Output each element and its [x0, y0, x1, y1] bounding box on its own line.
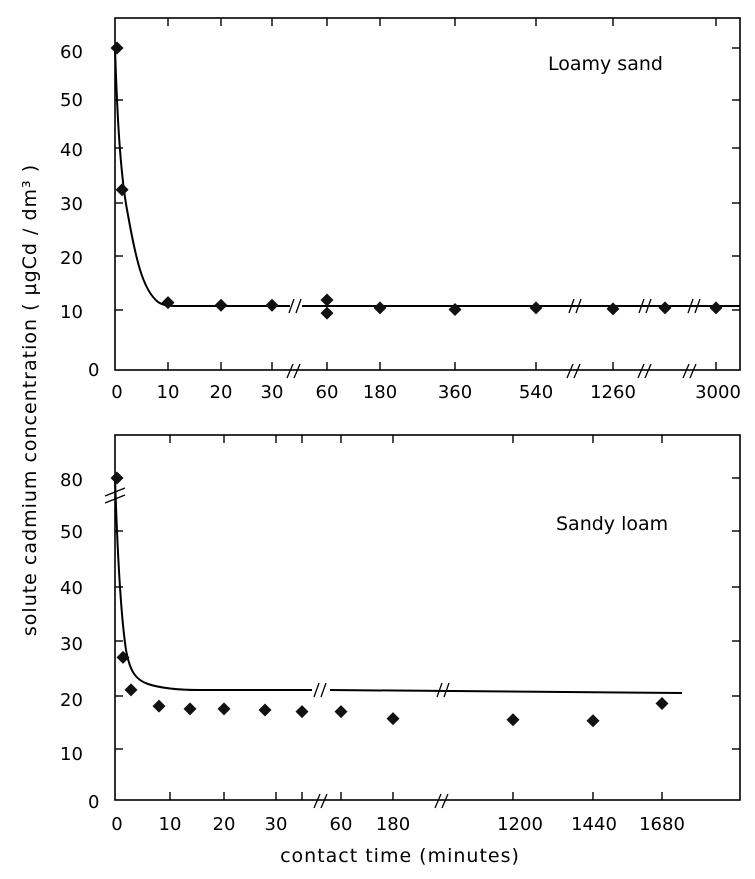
data-point-marker [655, 696, 669, 710]
y-tick-label: 40 [60, 140, 83, 161]
plot-frame-bottom [114, 434, 741, 801]
y-tick-label: 30 [60, 194, 83, 215]
data-point-marker [217, 702, 231, 716]
data-point-marker [586, 714, 600, 728]
y-tick-label: 80 [60, 470, 83, 491]
x-tick-label: 180 [363, 382, 397, 403]
curve-breaks-top [288, 298, 701, 314]
data-point-marker [124, 683, 138, 697]
data-markers-bottom [110, 471, 669, 728]
data-point-marker [115, 183, 129, 197]
data-point-marker [658, 301, 672, 315]
data-point-marker [295, 705, 309, 719]
data-point-marker [183, 702, 197, 716]
fit-curve-bottom [114, 477, 683, 694]
data-point-marker [709, 301, 723, 315]
data-point-marker [320, 293, 334, 307]
x-tick-label: 1260 [590, 382, 636, 403]
x-ticks-top [167, 18, 717, 370]
y-tick-label: 0 [88, 360, 99, 381]
axis-breaks-bottom [313, 793, 449, 809]
y-ticks-top [115, 47, 740, 311]
plot-frame-top [114, 17, 741, 371]
x-tick-label: 360 [438, 382, 472, 403]
data-point-marker [529, 301, 543, 315]
y-tick-label: 20 [60, 690, 83, 711]
data-point-marker [320, 306, 334, 320]
x-tick-label: 30 [265, 814, 288, 835]
data-point-marker [606, 302, 620, 316]
x-tick-label: 180 [376, 814, 410, 835]
data-point-marker [448, 302, 462, 316]
data-point-marker [506, 713, 520, 727]
data-point-marker [161, 296, 175, 310]
x-tick-label: 60 [330, 814, 353, 835]
x-tick-label: 10 [157, 382, 180, 403]
x-tick-label: 1440 [571, 814, 617, 835]
y-tick-label: 10 [60, 302, 83, 323]
panel-title-top: Loamy sand [548, 53, 663, 75]
fit-curve-top [114, 47, 740, 307]
x-tick-label: 3000 [695, 382, 741, 403]
y-tick-labels-bottom: 80 50 40 30 20 10 0 [60, 470, 99, 813]
x-axis-title: contact time (minutes) [280, 845, 520, 867]
data-point-marker [152, 699, 166, 713]
curve-breaks-bottom [313, 682, 450, 698]
y-tick-label: 50 [60, 522, 83, 543]
x-tick-label: 1680 [639, 814, 685, 835]
axis-breaks-top [286, 363, 697, 379]
data-point-marker [265, 298, 279, 312]
y-tick-label: 0 [88, 792, 99, 813]
y-tick-label: 20 [60, 248, 83, 269]
x-tick-labels-bottom: 0 10 20 30 60 180 1200 1440 1680 [111, 814, 685, 835]
x-tick-label: 540 [519, 382, 553, 403]
data-point-marker [110, 471, 124, 485]
x-tick-label: 0 [111, 814, 122, 835]
y-tick-label: 30 [60, 634, 83, 655]
data-point-marker [258, 703, 272, 717]
data-point-marker [214, 298, 228, 312]
y-tick-label: 60 [60, 42, 83, 63]
x-tick-label: 30 [261, 382, 284, 403]
data-markers-top [110, 41, 723, 320]
data-point-marker [110, 41, 124, 55]
data-point-marker [116, 650, 130, 664]
x-ticks-bottom [169, 435, 663, 800]
panel-loamy-sand: Loamy sand 60 50 40 30 20 10 0 [60, 17, 741, 403]
data-point-marker [373, 301, 387, 315]
y-tick-labels-top: 60 50 40 30 20 10 0 [60, 42, 99, 381]
x-tick-label: 10 [159, 814, 182, 835]
x-tick-label: 60 [316, 382, 339, 403]
panel-title-bottom: Sandy loam [556, 513, 668, 535]
panel-sandy-loam: Sandy loam 80 50 40 30 20 10 0 [60, 434, 741, 835]
y-tick-label: 50 [60, 90, 83, 111]
y-tick-label: 10 [60, 744, 83, 765]
y-axis-title: solute cadmium concentration ( µgCd / dm… [19, 164, 41, 636]
x-tick-label: 20 [213, 814, 236, 835]
x-tick-label: 0 [111, 382, 122, 403]
data-point-marker [334, 705, 348, 719]
x-tick-label: 1200 [497, 814, 543, 835]
x-tick-labels-top: 0 10 20 30 60 180 360 540 1260 3000 [111, 382, 741, 403]
x-tick-label: 20 [210, 382, 233, 403]
y-tick-label: 40 [60, 578, 83, 599]
data-point-marker [386, 712, 400, 726]
